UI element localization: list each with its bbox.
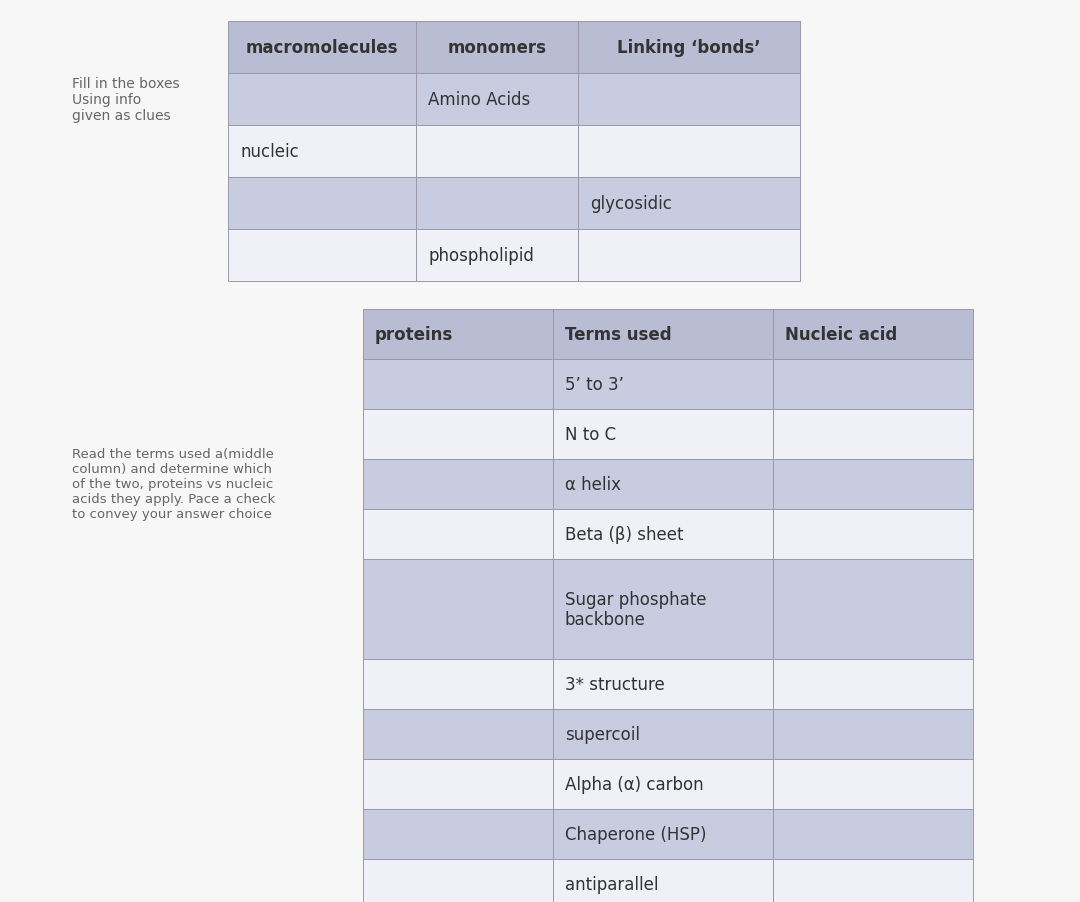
Text: Beta (β) sheet: Beta (β) sheet	[565, 526, 684, 543]
Bar	[228, 230, 416, 281]
Text: proteins: proteins	[375, 326, 454, 344]
Bar	[773, 809, 973, 859]
Bar	[578, 230, 800, 281]
Bar	[553, 709, 773, 759]
Bar	[773, 510, 973, 559]
Bar	[363, 559, 553, 659]
Bar	[363, 410, 553, 459]
Bar	[553, 759, 773, 809]
Bar	[363, 759, 553, 809]
Bar	[416, 230, 578, 281]
Bar	[773, 709, 973, 759]
Bar	[416, 178, 578, 230]
Bar	[363, 360, 553, 410]
Bar	[773, 559, 973, 659]
Text: Amino Acids: Amino Acids	[428, 91, 530, 109]
Bar	[363, 309, 553, 360]
Bar	[553, 459, 773, 510]
Bar	[416, 126, 578, 178]
Bar	[363, 659, 553, 709]
Bar	[553, 859, 773, 902]
Text: α helix: α helix	[565, 475, 621, 493]
Text: antiparallel: antiparallel	[565, 875, 659, 893]
Bar	[363, 859, 553, 902]
Bar	[773, 360, 973, 410]
Bar	[553, 809, 773, 859]
Text: glycosidic: glycosidic	[590, 195, 672, 213]
Bar	[553, 659, 773, 709]
Bar	[363, 809, 553, 859]
Bar	[553, 410, 773, 459]
Text: Nucleic acid: Nucleic acid	[785, 326, 897, 344]
Text: Read the terms used a(middle
column) and determine which
of the two, proteins vs: Read the terms used a(middle column) and…	[72, 448, 275, 521]
Bar	[773, 309, 973, 360]
Text: N to C: N to C	[565, 426, 616, 444]
Text: Chaperone (HSP): Chaperone (HSP)	[565, 825, 706, 843]
Bar	[578, 74, 800, 126]
Text: macromolecules: macromolecules	[246, 39, 399, 57]
Text: supercoil: supercoil	[565, 725, 640, 743]
Text: phospholipid: phospholipid	[428, 247, 534, 264]
Bar	[773, 759, 973, 809]
Bar	[578, 22, 800, 74]
Text: monomers: monomers	[447, 39, 546, 57]
Bar	[773, 410, 973, 459]
Bar	[228, 126, 416, 178]
Text: nucleic: nucleic	[240, 143, 299, 161]
Bar	[228, 74, 416, 126]
Text: Sugar phosphate
backbone: Sugar phosphate backbone	[565, 590, 706, 629]
Bar	[553, 360, 773, 410]
Bar	[773, 459, 973, 510]
Bar	[363, 709, 553, 759]
Bar	[363, 459, 553, 510]
Text: Fill in the boxes
Using info
given as clues: Fill in the boxes Using info given as cl…	[72, 77, 179, 123]
Bar	[773, 659, 973, 709]
Bar	[773, 859, 973, 902]
Text: Terms used: Terms used	[565, 326, 672, 344]
Text: 3* structure: 3* structure	[565, 676, 665, 694]
Bar	[228, 22, 416, 74]
Text: Linking ‘bonds’: Linking ‘bonds’	[617, 39, 760, 57]
Bar	[578, 126, 800, 178]
Text: Alpha (α) carbon: Alpha (α) carbon	[565, 775, 704, 793]
Bar	[416, 22, 578, 74]
Bar	[553, 559, 773, 659]
Bar	[416, 74, 578, 126]
Bar	[228, 178, 416, 230]
Bar	[363, 510, 553, 559]
Bar	[553, 309, 773, 360]
Bar	[553, 510, 773, 559]
Bar	[578, 178, 800, 230]
Text: 5’ to 3’: 5’ to 3’	[565, 375, 624, 393]
